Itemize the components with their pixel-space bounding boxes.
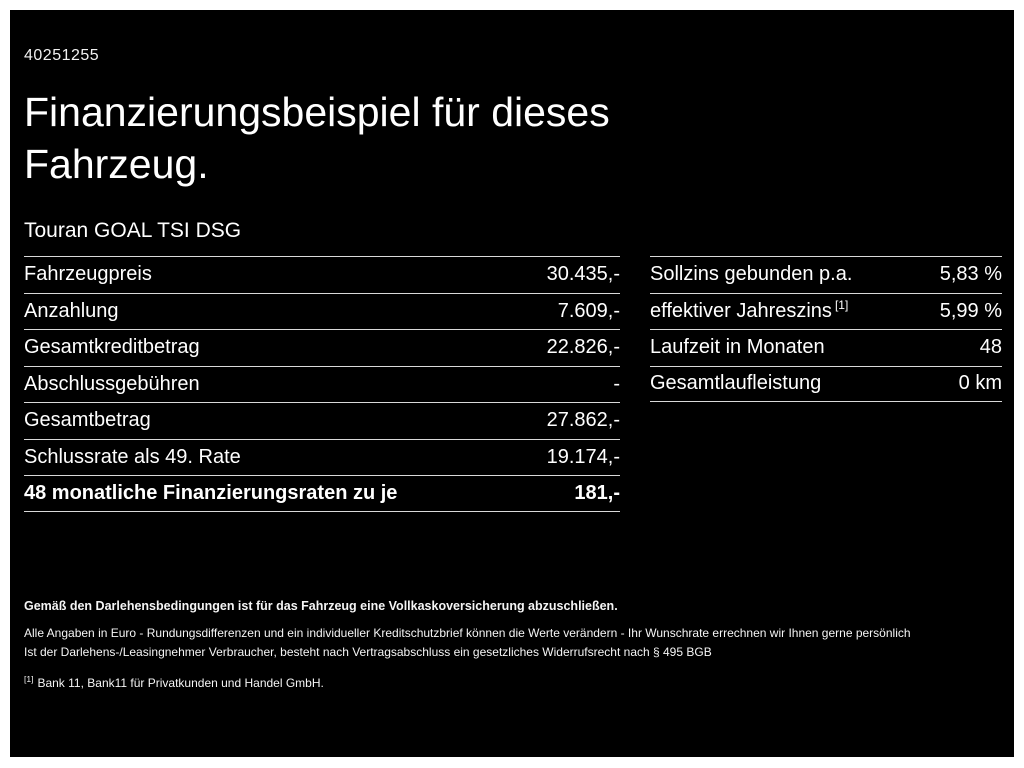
disclaimer-line: Alle Angaben in Euro - Rundungsdifferenz… [24, 626, 911, 640]
row-value: 48 [979, 336, 1002, 359]
page-title: Finanzierungsbeispiel für dieses Fahrzeug… [24, 86, 1002, 190]
insurance-note: Gemäß den Darlehensbedingungen ist für d… [24, 599, 618, 613]
table-row: Gesamtkreditbetrag 22.826,- [24, 329, 620, 366]
row-label: Anzahlung [24, 299, 119, 322]
bank-footnote: [1] Bank 11, Bank11 für Privatkunden und … [24, 671, 1000, 691]
row-value: - [613, 372, 620, 395]
document-number: 40251255 [24, 47, 100, 64]
conditions-table: Sollzins gebunden p.a. 5,83 % effektiver… [650, 256, 1002, 512]
disclaimer-line: Ist der Darlehens-/Leasingnehmer Verbrau… [24, 645, 712, 659]
row-label-text: effektiver Jahreszins [650, 299, 832, 322]
row-value: 181,- [574, 481, 620, 504]
bank-footnote-text: Bank 11, Bank11 für Privatkunden und Han… [37, 676, 324, 690]
table-row: Laufzeit in Monaten 48 [650, 329, 1002, 366]
row-value: 30.435,- [546, 263, 620, 286]
table-row-monthly-rate: 48 monatliche Finanzierungsraten zu je 1… [24, 475, 620, 512]
row-label: Gesamtbetrag [24, 409, 151, 432]
row-label: Schlussrate als 49. Rate [24, 445, 241, 468]
table-row: Gesamtlaufleistung 0 km [650, 365, 1002, 402]
footer: Gemäß den Darlehensbedingungen ist für d… [24, 598, 1000, 691]
table-row: Schlussrate als 49. Rate 19.174,- [24, 438, 620, 476]
row-value: 22.826,- [546, 336, 620, 359]
row-value: 27.862,- [546, 409, 620, 432]
row-label: Fahrzeugpreis [24, 263, 152, 286]
row-label: 48 monatliche Finanzierungsraten zu je [24, 481, 398, 504]
table-row: Gesamtbetrag 27.862,- [24, 402, 620, 439]
table-row: Abschlussgebühren - [24, 365, 620, 403]
row-label: effektiver Jahreszins [1] [650, 298, 849, 323]
bank-footnote-marker: [1] [24, 674, 34, 684]
vehicle-model: Touran GOAL TSI DSG [24, 219, 242, 242]
table-row: Sollzins gebunden p.a. 5,83 % [650, 256, 1002, 293]
table-row: effektiver Jahreszins [1] 5,99 % [650, 292, 1002, 330]
row-value: 7.609,- [557, 299, 620, 322]
footnote-marker: [1] [834, 298, 849, 313]
table-row: Anzahlung 7.609,- [24, 292, 620, 330]
row-label: Gesamtkreditbetrag [24, 336, 200, 359]
row-label: Sollzins gebunden p.a. [650, 263, 853, 286]
row-value: 5,83 % [939, 263, 1002, 286]
financing-table: Fahrzeugpreis 30.435,- Anzahlung 7.609,-… [24, 256, 620, 512]
table-row: Fahrzeugpreis 30.435,- [24, 256, 620, 293]
row-value: 19.174,- [546, 445, 620, 468]
row-label: Laufzeit in Monaten [650, 336, 825, 359]
page-title-line2: Fahrzeug. [24, 141, 209, 187]
row-value: 0 km [958, 372, 1002, 395]
row-label: Gesamtlaufleistung [650, 372, 822, 395]
page-title-line1: Finanzierungsbeispiel für dieses [24, 89, 610, 135]
row-value: 5,99 % [939, 299, 1002, 322]
row-label: Abschlussgebühren [24, 372, 200, 395]
tables-container: Fahrzeugpreis 30.435,- Anzahlung 7.609,-… [24, 256, 1002, 512]
financing-sheet: 40251255 Finanzierungsbeispiel für diese… [10, 10, 1014, 757]
